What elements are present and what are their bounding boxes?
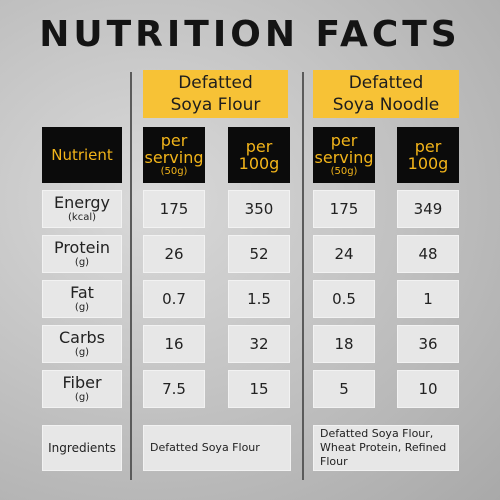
flour-per-serving-header: per serving (50g) bbox=[143, 127, 205, 183]
column-divider-left bbox=[130, 72, 132, 480]
ingredients-noodle-line2: Wheat Protein, Refined bbox=[320, 441, 447, 454]
value-cell: 5 bbox=[313, 370, 375, 408]
product-name-line2: Soya Flour bbox=[170, 95, 261, 115]
header-text: serving bbox=[314, 148, 374, 167]
nutrient-name: Fat bbox=[70, 283, 94, 302]
nutrient-header-label: Nutrient bbox=[51, 145, 113, 164]
header-text: 100g bbox=[407, 154, 449, 173]
value-cell: 24 bbox=[313, 235, 375, 273]
nutrient-unit: (kcal) bbox=[68, 212, 96, 223]
nutrient-unit: (g) bbox=[74, 347, 90, 358]
value-cell: 48 bbox=[397, 235, 459, 273]
ingredients-flour-cell: Defatted Soya Flour bbox=[143, 425, 291, 471]
value-cell: 1 bbox=[397, 280, 459, 318]
ingredients-noodle-line3: Flour bbox=[320, 455, 348, 468]
page-title: NUTRITION FACTS bbox=[39, 14, 461, 55]
value-cell: 350 bbox=[228, 190, 290, 228]
nutrient-name: Carbs bbox=[58, 328, 106, 347]
value-cell: 10 bbox=[397, 370, 459, 408]
nutrient-cell-fat: Fat (g) bbox=[42, 280, 122, 318]
header-text: per bbox=[245, 137, 273, 156]
value-cell: 36 bbox=[397, 325, 459, 363]
nutrient-unit: (g) bbox=[74, 392, 90, 403]
value-cell: 18 bbox=[313, 325, 375, 363]
column-divider-right bbox=[302, 72, 304, 480]
header-text: per bbox=[414, 137, 442, 156]
ingredients-label: Ingredients bbox=[48, 441, 116, 455]
header-text: per bbox=[160, 131, 188, 150]
product-name-line1: Defatted bbox=[178, 73, 253, 93]
value-cell: 26 bbox=[143, 235, 205, 273]
header-text: per bbox=[330, 131, 358, 150]
ingredients-noodle-line1: Defatted Soya Flour, bbox=[320, 427, 434, 440]
value-cell: 349 bbox=[397, 190, 459, 228]
nutrient-cell-energy: Energy (kcal) bbox=[42, 190, 122, 228]
nutrient-cell-fiber: Fiber (g) bbox=[42, 370, 122, 408]
value-cell: 0.5 bbox=[313, 280, 375, 318]
flour-per-100g-header: per 100g bbox=[228, 127, 290, 183]
value-cell: 0.7 bbox=[143, 280, 205, 318]
value-cell: 1.5 bbox=[228, 280, 290, 318]
value-cell: 16 bbox=[143, 325, 205, 363]
ingredients-flour-text: Defatted Soya Flour bbox=[150, 441, 260, 454]
product-header-soya-flour: Defatted Soya Flour bbox=[143, 70, 288, 118]
nutrient-header: Nutrient bbox=[42, 127, 122, 183]
ingredients-label-cell: Ingredients bbox=[42, 425, 122, 471]
value-cell: 52 bbox=[228, 235, 290, 273]
value-cell: 7.5 bbox=[143, 370, 205, 408]
nutrient-cell-protein: Protein (g) bbox=[42, 235, 122, 273]
product-name-line1: Defatted bbox=[348, 73, 424, 93]
header-text: 100g bbox=[238, 154, 280, 173]
product-header-soya-noodle: Defatted Soya Noodle bbox=[313, 70, 459, 118]
nutrient-unit: (g) bbox=[74, 257, 90, 268]
noodle-per-serving-header: per serving (50g) bbox=[313, 127, 375, 183]
value-cell: 32 bbox=[228, 325, 290, 363]
nutrient-cell-carbs: Carbs (g) bbox=[42, 325, 122, 363]
header-subtext: (50g) bbox=[330, 166, 358, 177]
header-text: serving bbox=[144, 148, 204, 167]
value-cell: 175 bbox=[313, 190, 375, 228]
nutrient-name: Energy bbox=[53, 193, 110, 212]
nutrient-name: Fiber bbox=[62, 373, 102, 392]
header-subtext: (50g) bbox=[160, 166, 188, 177]
product-name-line2: Soya Noodle bbox=[332, 95, 440, 115]
value-cell: 175 bbox=[143, 190, 205, 228]
ingredients-noodle-cell: Defatted Soya Flour, Wheat Protein, Refi… bbox=[313, 425, 459, 471]
nutrient-name: Protein bbox=[53, 238, 111, 257]
value-cell: 15 bbox=[228, 370, 290, 408]
noodle-per-100g-header: per 100g bbox=[397, 127, 459, 183]
nutrient-unit: (g) bbox=[74, 302, 90, 313]
